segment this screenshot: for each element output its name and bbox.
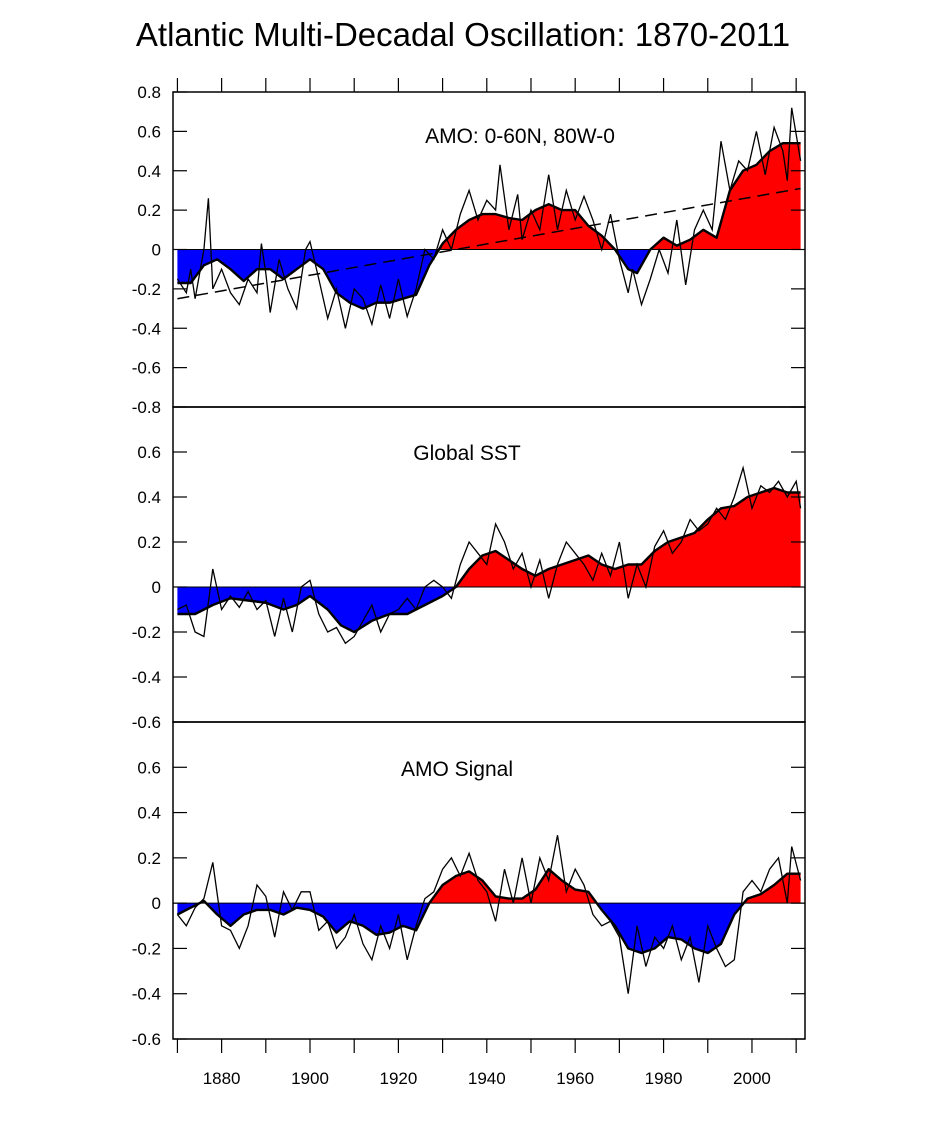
y-tick-label: 0.4: [137, 162, 161, 181]
y-tick-label: 0.2: [137, 201, 161, 220]
panel-amo: AMO: 0-60N, 80W-0 -0.8 -0.6 -0.4 -0.2 0 0.2 0.…: [132, 83, 806, 417]
y-tick-label: 0.2: [137, 849, 161, 868]
y-tick-label: -0.4: [132, 668, 161, 687]
positive-fill-area: [177, 143, 801, 250]
y-tick-label: -0.6: [132, 359, 161, 378]
smoothed-series-line: [176, 868, 801, 955]
y-tick-label: -0.6: [132, 713, 161, 732]
negative-fill-area: [177, 903, 744, 953]
y-tick-label: 0: [152, 578, 161, 597]
x-tick-label: 1960: [556, 1069, 594, 1088]
y-tick-label: -0.2: [132, 939, 161, 958]
panel-amo-signal: AMO Signal -0.6 -0.4 -0.2 0 0.2 0.4 0.6: [132, 721, 806, 1049]
smoothed-series-line: [177, 486, 801, 634]
x-tick-label: 1920: [379, 1069, 417, 1088]
positive-fill-area: [177, 488, 801, 587]
trend-line: [177, 187, 801, 300]
y-tick-label: -0.6: [132, 1030, 161, 1049]
panel-title-amo: AMO: 0-60N, 80W-0: [425, 125, 615, 148]
y-tick-label: 0.6: [137, 758, 161, 777]
smoothed-series-line: [177, 142, 801, 310]
y-tick-label: 0.4: [137, 488, 161, 507]
panel-title-amo-signal: AMO Signal: [401, 758, 513, 781]
x-tick-label: 1880: [203, 1069, 241, 1088]
y-tick-label: 0.6: [137, 122, 161, 141]
y-tick-label: -0.4: [132, 319, 161, 338]
y-tick-label: -0.8: [132, 398, 161, 417]
x-axis: 1880 1900 1920 1940 1960 1980 2000: [176, 78, 797, 1088]
y-tick-label: -0.2: [132, 623, 161, 642]
annual-series-line: [177, 465, 802, 645]
y-tick-label: -0.4: [132, 985, 161, 1004]
y-tick-label: 0.2: [137, 533, 161, 552]
x-tick-label: 1900: [291, 1069, 329, 1088]
panel-global-sst: Global SST -0.6 -0.4 -0.2 0 0.2 0.4 0.6: [132, 406, 806, 732]
x-tick-label: 2000: [733, 1069, 771, 1088]
x-tick-label: 1940: [468, 1069, 506, 1088]
panel-frame: [172, 721, 806, 1040]
chart-title: Atlantic Multi-Decadal Oscillation: 1870…: [135, 16, 791, 53]
panel-title-global-sst: Global SST: [413, 442, 521, 465]
y-tick-label: 0: [152, 241, 161, 260]
y-tick-label: 0.6: [137, 443, 161, 462]
positive-fill-area: [177, 869, 801, 904]
y-tick-label: 0.8: [137, 83, 161, 102]
x-tick-label: 1980: [645, 1069, 683, 1088]
negative-fill-area: [177, 587, 801, 632]
y-tick-label: -0.2: [132, 280, 161, 299]
y-tick-label: 0.4: [137, 804, 161, 823]
annual-series-line: [176, 835, 802, 994]
y-tick-label: 0: [152, 894, 161, 913]
negative-fill-area: [177, 249, 801, 309]
